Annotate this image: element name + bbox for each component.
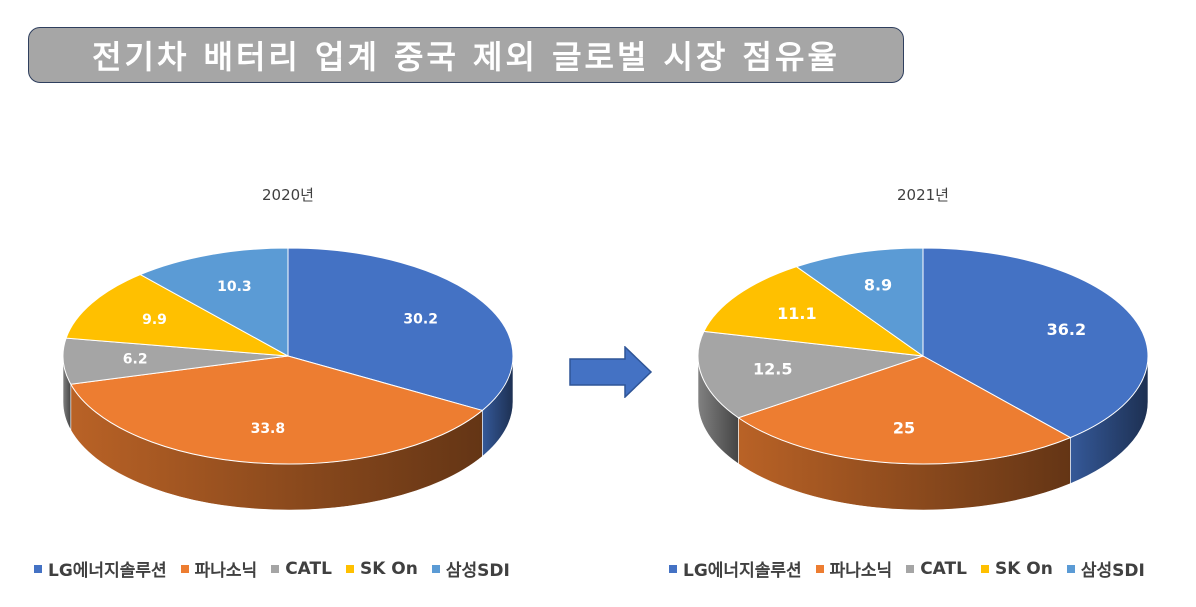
legend-item: CATL: [271, 559, 332, 579]
data-label-1-0: 36.2: [1047, 320, 1086, 339]
legend-swatch: [815, 564, 824, 573]
pie-slice-1-3: [703, 266, 924, 357]
data-label-0-4: 10.3: [217, 279, 252, 295]
legend-swatch: [345, 564, 354, 573]
data-label-1-2: 12.5: [753, 359, 792, 378]
legend-item: 삼성SDI: [1066, 556, 1145, 581]
legend-swatch: [906, 564, 915, 573]
legend-item: SK On: [345, 558, 418, 579]
legend-swatch: [431, 564, 440, 573]
data-label-1-3: 11.1: [777, 304, 816, 323]
legend-label: LG에너지솔루션: [683, 561, 802, 581]
legend-swatch: [980, 564, 989, 573]
pie-0: 30.2 33.8 6.2 9.9 10.3: [62, 247, 514, 511]
legend-label: 삼성SDI: [445, 561, 510, 581]
data-label-0-3: 9.9: [142, 312, 167, 328]
pie-slice-0-3: [65, 273, 289, 357]
legend-label: CATL: [285, 558, 332, 579]
legend-label: SK On: [994, 558, 1053, 579]
legend-label: 삼성SDI: [1080, 561, 1145, 581]
pie-slice-0-1: [70, 355, 484, 465]
data-label-0-1: 33.8: [251, 421, 286, 437]
data-label-0-0: 30.2: [403, 311, 438, 327]
legend-item: 파나소닉: [180, 556, 258, 581]
pie-slice-1-2: [697, 330, 924, 419]
legend-label: 파나소닉: [194, 561, 258, 581]
legend-swatch: [34, 564, 42, 573]
legend-item: 삼성SDI: [431, 556, 510, 581]
pie-1: 36.2 25 12.5 11.1 8.9: [697, 247, 1149, 511]
legend-label: CATL: [920, 558, 967, 579]
legend-item: CATL: [906, 559, 967, 579]
title-banner: 전기차 배터리 업계 중국 제외 글로벌 시장 점유율: [28, 27, 904, 83]
legend-label: LG에너지솔루션: [48, 561, 167, 581]
legend-item: LG에너지솔루션: [34, 556, 167, 581]
legend-swatch: [271, 564, 280, 573]
pie-slice-1-4: [795, 247, 924, 357]
data-label-0-2: 6.2: [123, 352, 148, 368]
legend-label: 파나소닉: [829, 561, 893, 581]
page-title: 전기차 배터리 업계 중국 제외 글로벌 시장 점유율: [92, 38, 840, 76]
right-arrow-icon: [569, 346, 653, 398]
data-label-1-1: 25: [893, 418, 915, 437]
legend-item: LG에너지솔루션: [669, 556, 802, 581]
legend-item: SK On: [980, 558, 1053, 579]
pie-slice-0-4: [139, 247, 289, 357]
chart-title-2021: 2021년: [897, 186, 949, 204]
pie-slice-1-0: [922, 247, 1149, 439]
pie-slice-1-1: [737, 355, 1072, 465]
legend-2020: LG에너지솔루션 파나소닉 CATL SK On 삼성SDI: [34, 556, 510, 581]
legend-swatch: [1066, 564, 1075, 573]
chart-title-2020: 2020년: [262, 186, 314, 204]
legend-swatch: [669, 564, 677, 573]
legend-label: SK On: [359, 558, 418, 579]
legend-swatch: [180, 564, 189, 573]
legend-2021: LG에너지솔루션 파나소닉 CATL SK On 삼성SDI: [669, 556, 1145, 581]
legend-item: 파나소닉: [815, 556, 893, 581]
pie-slice-0-0: [287, 247, 514, 411]
data-label-1-4: 8.9: [864, 275, 892, 294]
